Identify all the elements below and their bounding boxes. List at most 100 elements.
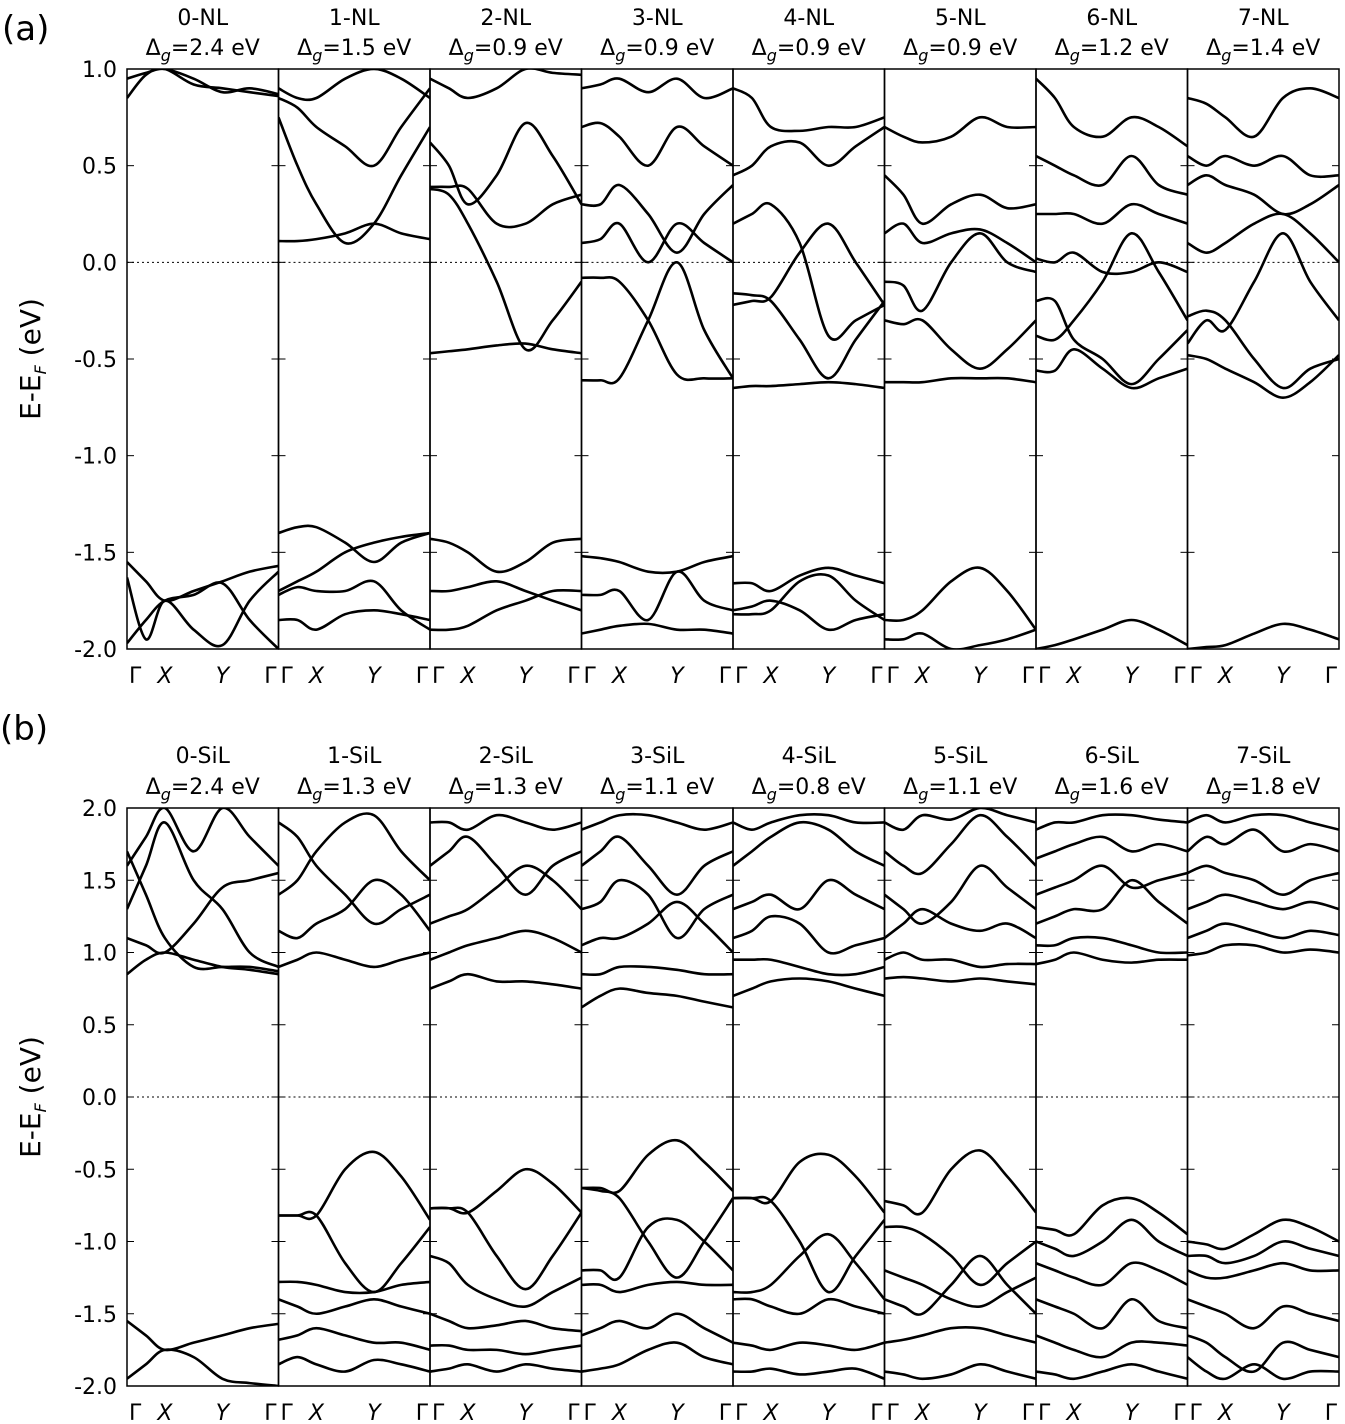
band-line: [127, 69, 279, 96]
band-line: [1036, 154, 1188, 196]
band-line: [733, 599, 885, 632]
x-tick-label: X: [308, 1401, 325, 1424]
x-tick-label: Γ: [567, 664, 580, 689]
x-tick-label: Γ: [1038, 1401, 1051, 1424]
panel-subtitle: Δg=2.4 eV: [146, 775, 260, 804]
x-tick-label: Γ: [264, 1401, 277, 1424]
band-line: [581, 964, 733, 977]
band-line: [127, 871, 279, 955]
band-line: [430, 1363, 582, 1373]
band-line: [1036, 1196, 1188, 1237]
x-tick-label: X: [156, 664, 173, 689]
band-line: [733, 87, 885, 133]
x-tick-label: Γ: [1022, 664, 1035, 689]
band-line: [581, 835, 733, 897]
band-line: [1187, 212, 1339, 264]
panel-title: 6-NL: [1086, 6, 1137, 31]
x-tick-label: Γ: [870, 1401, 883, 1424]
band-line: [884, 1225, 1036, 1287]
band-line: [430, 1312, 582, 1333]
band-line: [581, 276, 733, 382]
band-line: [884, 174, 1036, 225]
band-line: [278, 69, 430, 102]
band-line: [1187, 174, 1339, 216]
panel-label: (a): [2, 9, 49, 49]
x-tick-label: Γ: [129, 1401, 142, 1424]
panel-title: 4-NL: [783, 6, 834, 31]
x-tick-label: Y: [519, 1401, 534, 1424]
x-tick-label: Γ: [129, 664, 142, 689]
x-tick-label: Γ: [735, 664, 748, 689]
band-line: [884, 566, 1036, 631]
y-tick-label: 1.5: [82, 869, 117, 894]
bands: [884, 808, 1036, 1381]
panel-subtitle: Δg=1.5 eV: [297, 36, 411, 65]
panel-frame: [126, 68, 280, 650]
y-tick-label: -1.0: [74, 445, 117, 470]
band-line: [1036, 251, 1188, 276]
y-axis-label: E-EF (eV): [14, 1036, 50, 1158]
panel-title: 7-NL: [1238, 6, 1289, 31]
panel-subtitle: Δg=1.1 eV: [600, 775, 714, 804]
band-line: [733, 820, 885, 867]
x-tick-label: X: [762, 1401, 779, 1424]
band-line: [884, 115, 1036, 144]
band-line: [127, 1319, 279, 1352]
x-tick-label: Γ: [1173, 664, 1186, 689]
panel-frame: [1186, 68, 1340, 650]
band-line: [581, 1312, 733, 1344]
x-tick-label: Y: [1125, 664, 1140, 689]
x-tick-label: Γ: [719, 664, 732, 689]
band-line: [1036, 1261, 1188, 1287]
band-line: [430, 972, 582, 990]
band-line: [884, 376, 1036, 384]
band-line: [430, 813, 582, 832]
band-line: [430, 1254, 582, 1309]
panel-title: 5-NL: [935, 6, 986, 31]
y-tick-label: 0.5: [82, 1014, 117, 1039]
band-line: [884, 1149, 1036, 1216]
band-line: [1036, 878, 1188, 925]
x-tick-label: Y: [367, 1401, 382, 1424]
band-line: [127, 951, 279, 976]
band-line: [581, 622, 733, 635]
x-tick-label: Γ: [1022, 1401, 1035, 1424]
band-line: [1187, 864, 1339, 897]
band-line: [127, 69, 279, 99]
y-tick-label: 2.0: [82, 797, 117, 822]
band-line: [127, 821, 279, 969]
band-line: [581, 554, 733, 575]
x-tick-label: Γ: [1190, 664, 1203, 689]
x-tick-label: X: [611, 664, 628, 689]
band-line: [884, 1269, 1036, 1309]
x-tick-label: Γ: [432, 1401, 445, 1424]
band-line: [1036, 1218, 1188, 1258]
band-line: [733, 957, 885, 977]
bands: [1036, 813, 1188, 1381]
x-tick-label: X: [1065, 1401, 1082, 1424]
band-line: [430, 69, 582, 100]
band-line: [1187, 922, 1339, 940]
band-line: [278, 1150, 430, 1221]
panel-subtitle: Δg=1.1 eV: [903, 775, 1017, 804]
y-tick-label: -2.0: [74, 638, 117, 663]
band-line: [733, 566, 885, 593]
x-tick-label: X: [1217, 1401, 1234, 1424]
band-line: [581, 1341, 733, 1373]
bands: [581, 813, 733, 1373]
bands: [278, 69, 430, 631]
panel-subtitle: Δg=1.8 eV: [1206, 775, 1320, 804]
panel-title: 1-NL: [329, 6, 380, 31]
bands: [884, 115, 1036, 649]
band-line: [1187, 622, 1339, 649]
x-tick-label: X: [914, 1401, 931, 1424]
band-line: [278, 821, 430, 926]
band-line: [884, 317, 1036, 370]
band-line: [884, 628, 1036, 649]
band-line: [278, 1280, 430, 1295]
x-tick-label: Y: [1125, 1401, 1140, 1424]
panel-frame: [1186, 807, 1340, 1387]
panel-title: 2-SiL: [479, 744, 534, 769]
band-line: [430, 580, 582, 612]
x-tick-label: Γ: [416, 1401, 429, 1424]
